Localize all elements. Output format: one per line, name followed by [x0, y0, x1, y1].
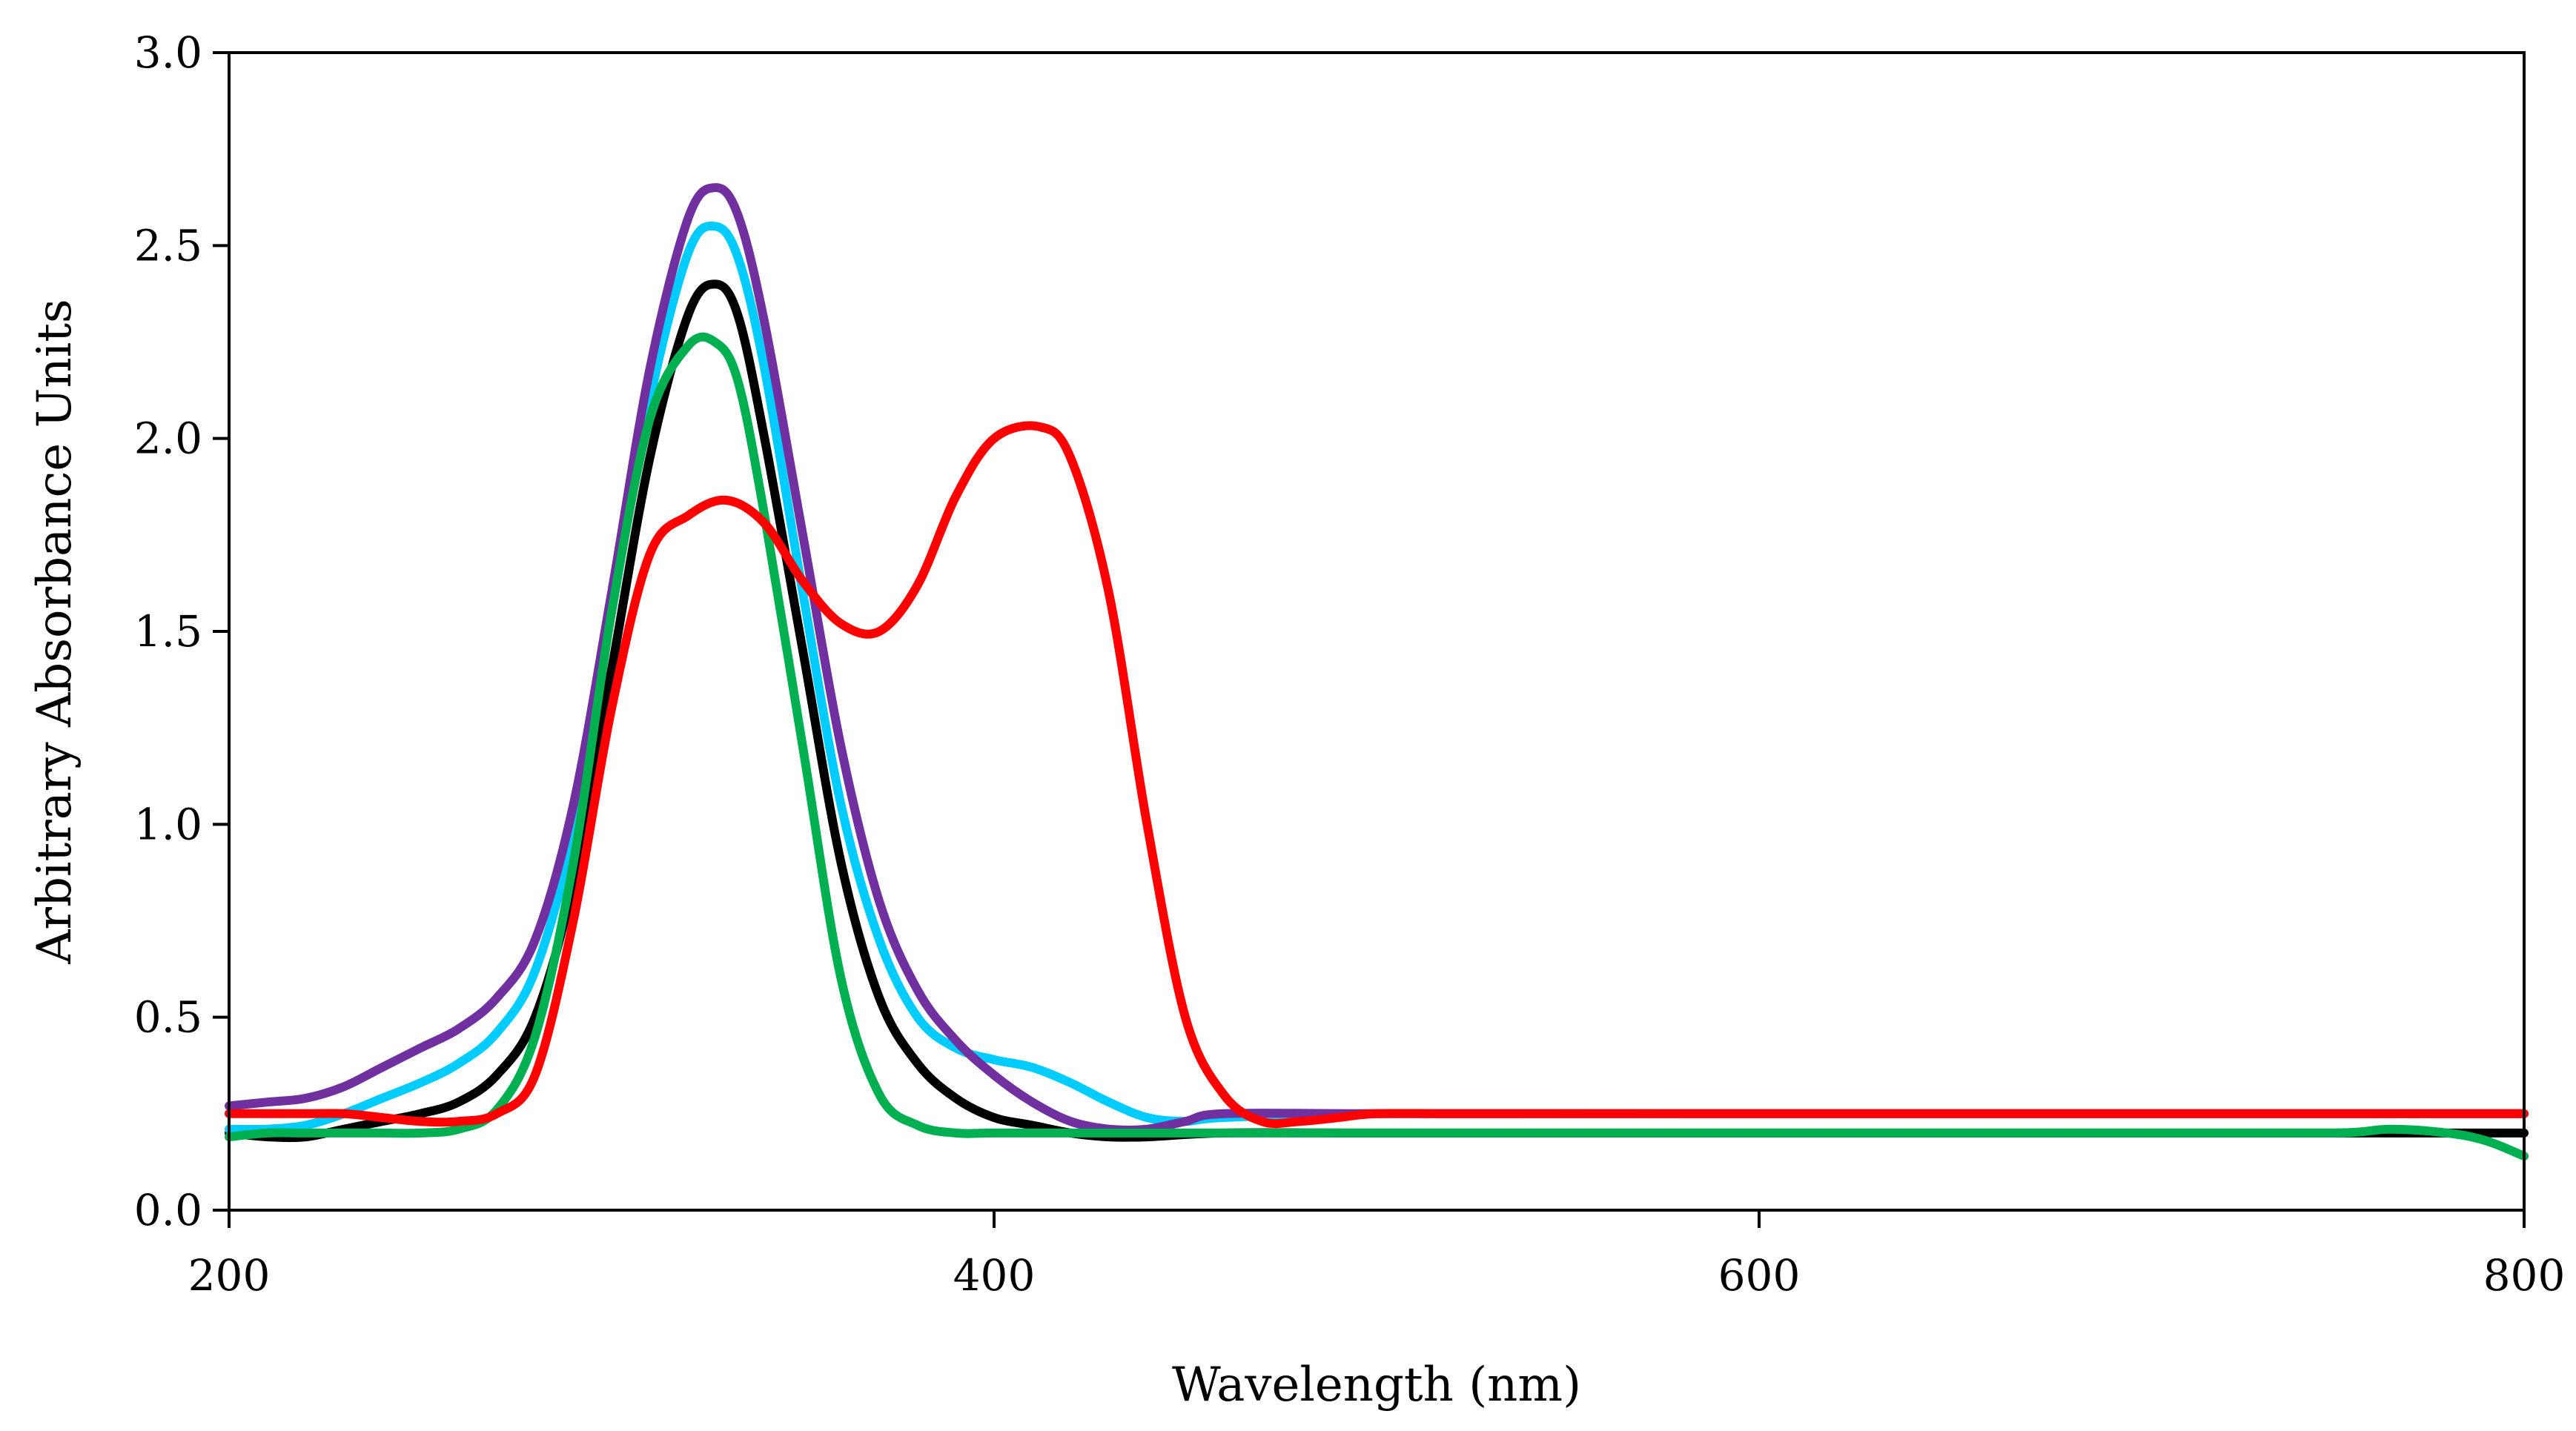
y-tick-label: 1.5: [134, 606, 202, 657]
x-tick-label: 400: [953, 1250, 1036, 1301]
y-tick-label: 2.5: [134, 220, 202, 270]
series-line-purple: [225, 183, 2529, 1135]
y-axis-title: Arbitrary Absorbance Units: [27, 299, 82, 965]
series-line-green: [225, 332, 2529, 1161]
y-tick-label: 0.0: [134, 1185, 202, 1235]
x-tick-label: 600: [1718, 1250, 1801, 1301]
y-tick-label: 0.5: [134, 992, 202, 1043]
y-tick-label: 3.0: [134, 27, 202, 78]
plot-frame: [228, 51, 2526, 1212]
y-tick-label: 2.0: [134, 414, 202, 464]
series-line-cyan: [225, 222, 2529, 1135]
series-line-black: [225, 279, 2529, 1143]
x-tick-label: 800: [2483, 1250, 2566, 1301]
x-tick-label: 200: [188, 1250, 271, 1301]
series-layer: [225, 183, 2529, 1161]
x-axis-title: Wavelength (nm): [1172, 1358, 1581, 1412]
tick-layer: 0.0 0.5 1.0 1.5 2.0 2.5 3.0 200 400 600 800: [134, 27, 2566, 1301]
series-line-red: [225, 421, 2529, 1129]
y-tick-label: 1.0: [134, 799, 202, 849]
